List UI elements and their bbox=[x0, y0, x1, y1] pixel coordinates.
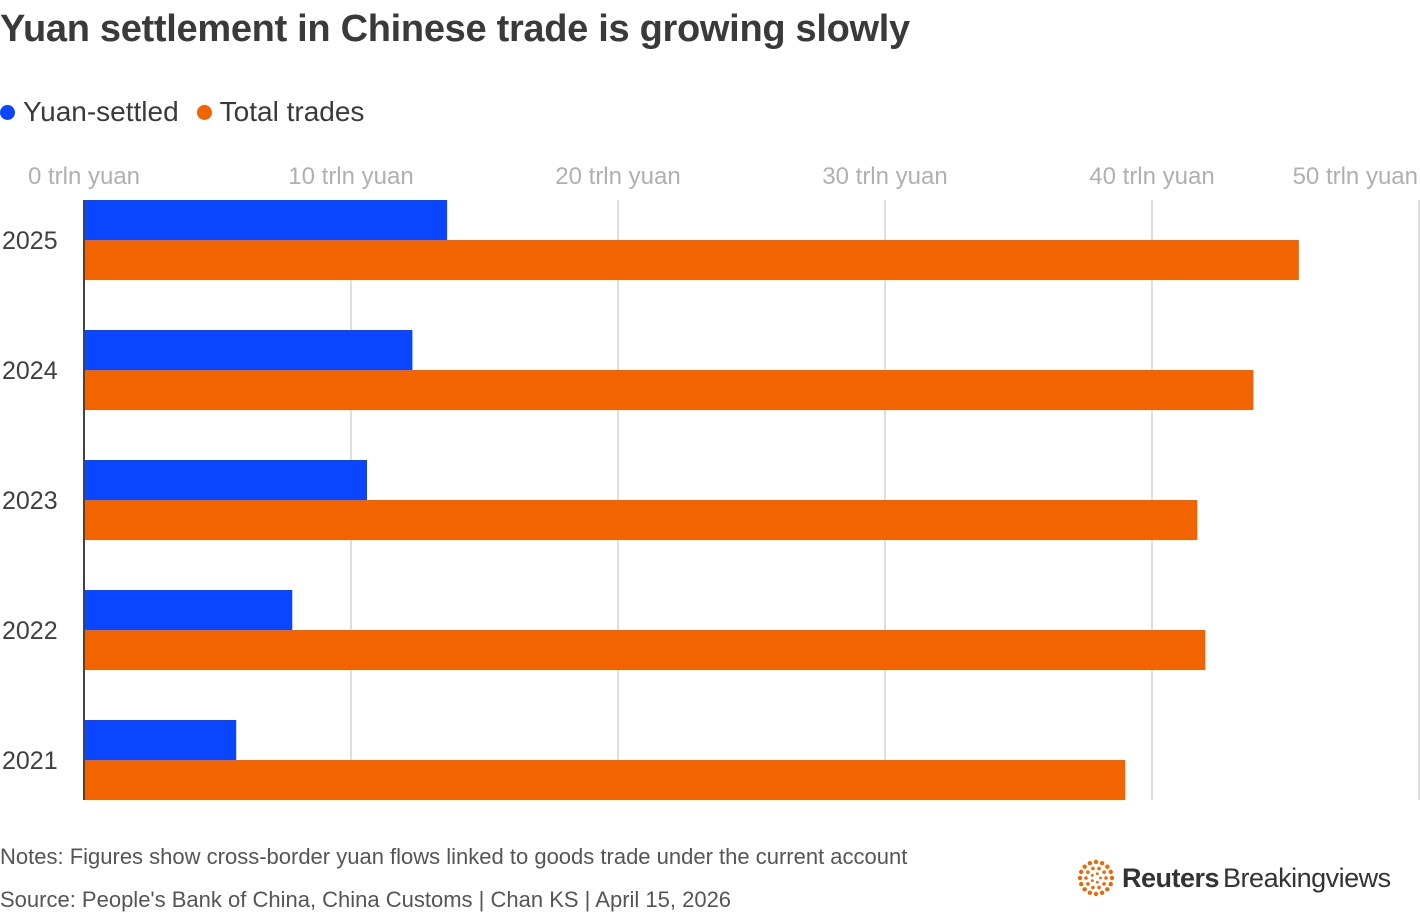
bar-yuan-settled-2025 bbox=[84, 200, 448, 240]
logo-dot bbox=[1090, 879, 1094, 883]
logo-dot bbox=[1104, 876, 1108, 880]
bar-total-trades-2025 bbox=[84, 240, 1299, 280]
y-tick-label: 2022 bbox=[2, 617, 58, 645]
logo-dot bbox=[1082, 887, 1087, 892]
logo-dot bbox=[1093, 891, 1099, 897]
logo-dot bbox=[1097, 866, 1101, 871]
x-tick-label: 0 trln yuan bbox=[28, 163, 140, 190]
logo-dot bbox=[1084, 876, 1088, 880]
logo-dot bbox=[1082, 864, 1087, 869]
x-tick-label: 50 trln yuan bbox=[1293, 163, 1418, 190]
logo-brand: Reuters bbox=[1122, 862, 1220, 893]
bar-total-trades-2024 bbox=[84, 370, 1254, 410]
logo-dot bbox=[1108, 869, 1113, 875]
legend-swatch-yuan-settled bbox=[0, 104, 15, 120]
logo-dot bbox=[1095, 880, 1099, 884]
bar-total-trades-2022 bbox=[84, 630, 1206, 670]
chart-source: Source: People's Bank of China, China Cu… bbox=[0, 887, 732, 912]
y-tick-label: 2024 bbox=[2, 357, 58, 385]
logo-dot bbox=[1093, 859, 1099, 865]
logo-dot bbox=[1102, 882, 1106, 886]
logo-dot bbox=[1091, 866, 1095, 871]
x-tick-label: 20 trln yuan bbox=[555, 163, 680, 190]
logo-dot bbox=[1097, 885, 1101, 890]
bar-yuan-settled-2024 bbox=[84, 330, 413, 370]
bar-yuan-settled-2022 bbox=[84, 590, 293, 630]
logo-dot bbox=[1077, 875, 1083, 881]
legend-label-total-trades: Total trades bbox=[219, 96, 365, 127]
reuters-dots-icon bbox=[1077, 859, 1115, 897]
chart-notes: Notes: Figures show cross-border yuan fl… bbox=[0, 844, 908, 869]
bar-total-trades-2021 bbox=[84, 760, 1126, 800]
logo-dot bbox=[1079, 869, 1084, 875]
logo-dot bbox=[1086, 882, 1090, 886]
logo-dot bbox=[1099, 861, 1105, 866]
bar-yuan-settled-2023 bbox=[84, 460, 368, 500]
logo-dot bbox=[1086, 870, 1090, 874]
logo-dot bbox=[1105, 887, 1110, 892]
y-tick-label: 2023 bbox=[2, 487, 58, 515]
logo-dot bbox=[1099, 876, 1102, 880]
bar-yuan-settled-2021 bbox=[84, 720, 237, 760]
y-tick-label: 2021 bbox=[2, 747, 58, 775]
bar-chart: 0 trln yuan 10 trln yuan 20 trln yuan 30 tr… bbox=[2, 163, 1420, 800]
logo-dot bbox=[1087, 861, 1093, 866]
legend: Yuan-settled Total trades bbox=[0, 94, 382, 130]
legend-label-yuan-settled: Yuan-settled bbox=[23, 96, 179, 127]
x-tick-label: 10 trln yuan bbox=[288, 163, 413, 190]
logo-dot bbox=[1108, 881, 1113, 887]
reuters-breakingviews-logo: Reuters Breakingviews bbox=[1076, 856, 1391, 900]
logo-dot bbox=[1087, 890, 1093, 895]
logo-dot bbox=[1109, 875, 1115, 881]
logo-dot bbox=[1091, 885, 1095, 890]
legend-swatch-total-trades bbox=[196, 104, 212, 120]
logo-dot bbox=[1105, 864, 1110, 869]
chart-title: Yuan settlement in Chinese trade is grow… bbox=[0, 8, 910, 50]
legend-item-yuan-settled: Yuan-settled bbox=[0, 96, 179, 128]
x-tick-label: 30 trln yuan bbox=[822, 163, 947, 190]
legend-item-total-trades: Total trades bbox=[196, 96, 365, 128]
logo-dot bbox=[1090, 873, 1094, 877]
logo-dot bbox=[1079, 881, 1084, 887]
bar-total-trades-2023 bbox=[84, 500, 1198, 540]
logo-dot bbox=[1099, 890, 1105, 895]
x-tick-label: 40 trln yuan bbox=[1089, 163, 1214, 190]
y-tick-label: 2025 bbox=[2, 227, 58, 255]
logo-dot bbox=[1102, 870, 1106, 874]
logo-sub: Breakingviews bbox=[1223, 862, 1391, 893]
logo-dot bbox=[1095, 872, 1099, 876]
